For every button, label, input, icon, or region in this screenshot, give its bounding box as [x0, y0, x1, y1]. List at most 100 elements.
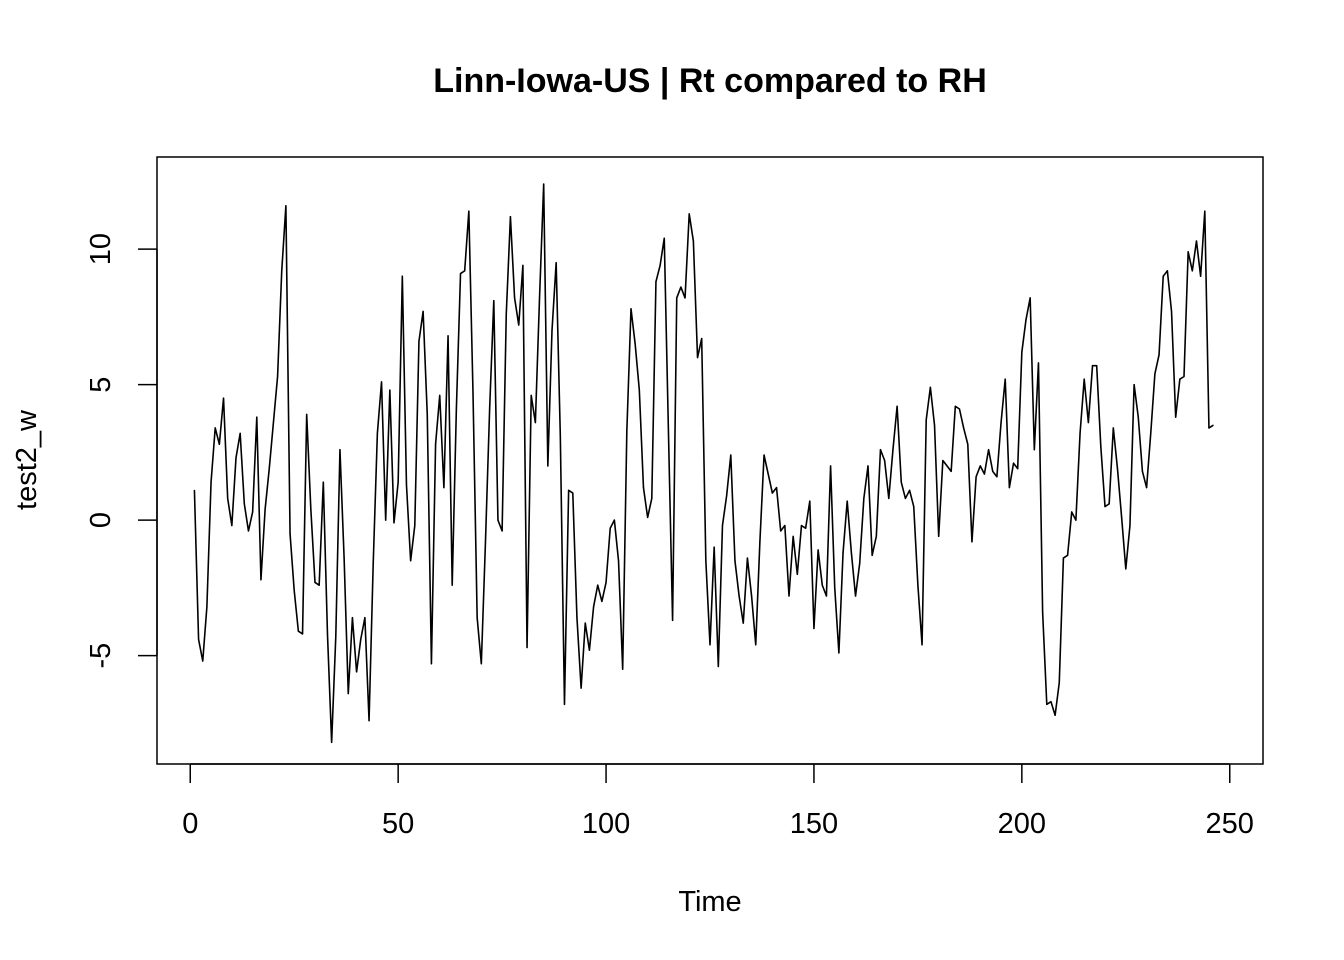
- data-point: [331, 741, 333, 743]
- data-point: [796, 573, 798, 575]
- data-point: [360, 638, 362, 640]
- data-point: [1000, 421, 1002, 424]
- data-point: [1108, 503, 1110, 505]
- data-point: [983, 473, 986, 475]
- data-point: [1083, 378, 1085, 380]
- data-point: [642, 487, 645, 489]
- data-point: [522, 264, 524, 266]
- data-point: [443, 487, 445, 489]
- data-point: [987, 449, 990, 451]
- data-point: [838, 652, 840, 654]
- x-tick-label: 100: [582, 808, 630, 840]
- data-point: [1116, 468, 1119, 470]
- data-point: [667, 430, 670, 432]
- data-point: [310, 508, 312, 510]
- data-point: [493, 300, 495, 302]
- data-point: [376, 432, 378, 434]
- y-tick-label: 5: [85, 377, 117, 393]
- data-point: [455, 408, 457, 410]
- data-point: [809, 500, 811, 502]
- data-point: [617, 560, 620, 562]
- data-point: [1166, 270, 1168, 272]
- data-point: [1133, 384, 1135, 386]
- data-point: [1025, 318, 1027, 321]
- data-point: [925, 419, 927, 421]
- data-point: [268, 468, 270, 470]
- data-point: [318, 584, 320, 586]
- data-point: [1200, 275, 1202, 277]
- data-point: [767, 473, 769, 475]
- data-point: [805, 527, 807, 529]
- y-tick-label: 0: [85, 512, 117, 528]
- data-point: [1100, 446, 1102, 448]
- data-point: [742, 622, 744, 624]
- data-point: [792, 535, 794, 537]
- data-point: [800, 524, 803, 527]
- data-point: [480, 663, 482, 665]
- data-point: [684, 297, 686, 299]
- data-point: [1150, 432, 1152, 434]
- chart-title: Linn-Iowa-US | Rt compared to RH: [433, 62, 987, 100]
- data-point: [763, 454, 765, 456]
- data-point: [592, 606, 595, 608]
- data-point: [534, 421, 536, 424]
- data-point: [630, 308, 632, 310]
- data-point: [626, 430, 628, 432]
- data-point: [663, 237, 665, 239]
- data-point: [963, 427, 965, 429]
- data-point: [975, 476, 977, 478]
- data-point: [775, 487, 778, 489]
- data-point: [1071, 511, 1073, 513]
- data-point: [368, 720, 370, 722]
- data-point: [933, 424, 936, 426]
- data-point: [1091, 365, 1094, 367]
- data-point: [1029, 297, 1031, 299]
- data-point: [351, 617, 354, 619]
- data-point: [426, 413, 428, 416]
- data-point: [1179, 378, 1181, 380]
- data-point: [401, 275, 403, 277]
- data-point: [1187, 251, 1189, 253]
- data-point: [701, 337, 703, 340]
- data-point: [1158, 354, 1160, 356]
- data-point: [1046, 703, 1048, 705]
- data-point: [563, 703, 566, 705]
- data-point: [1079, 432, 1081, 434]
- data-point: [784, 524, 786, 527]
- data-point: [1191, 270, 1193, 272]
- data-point: [451, 584, 453, 586]
- data-point: [497, 519, 499, 521]
- data-point: [243, 503, 245, 505]
- data-point: [1208, 427, 1210, 429]
- data-point: [202, 660, 204, 662]
- data-point: [260, 579, 262, 581]
- data-point: [385, 519, 387, 521]
- data-point: [1075, 519, 1077, 521]
- data-point: [434, 443, 437, 445]
- data-point: [389, 389, 391, 391]
- data-point: [696, 356, 699, 359]
- data-point: [1137, 416, 1139, 418]
- data-point: [871, 554, 873, 556]
- data-point: [576, 617, 578, 619]
- data-point: [297, 630, 299, 632]
- data-point: [584, 622, 586, 624]
- data-point: [252, 511, 254, 513]
- x-tick-label: 250: [1206, 808, 1254, 840]
- data-point: [834, 587, 836, 589]
- data-point: [568, 489, 570, 491]
- data-point: [580, 687, 582, 689]
- data-point: [680, 286, 682, 288]
- x-axis-label: Time: [678, 886, 741, 918]
- data-point: [464, 270, 466, 272]
- data-point: [206, 606, 208, 608]
- data-point: [1154, 373, 1156, 375]
- data-point: [771, 492, 773, 494]
- y-tick-label: -5: [85, 643, 117, 669]
- data-point: [231, 524, 233, 527]
- x-tick-label: 0: [182, 808, 198, 840]
- data-point: [846, 500, 848, 502]
- data-point: [896, 405, 898, 407]
- data-point: [1033, 449, 1035, 451]
- data-point: [555, 262, 557, 264]
